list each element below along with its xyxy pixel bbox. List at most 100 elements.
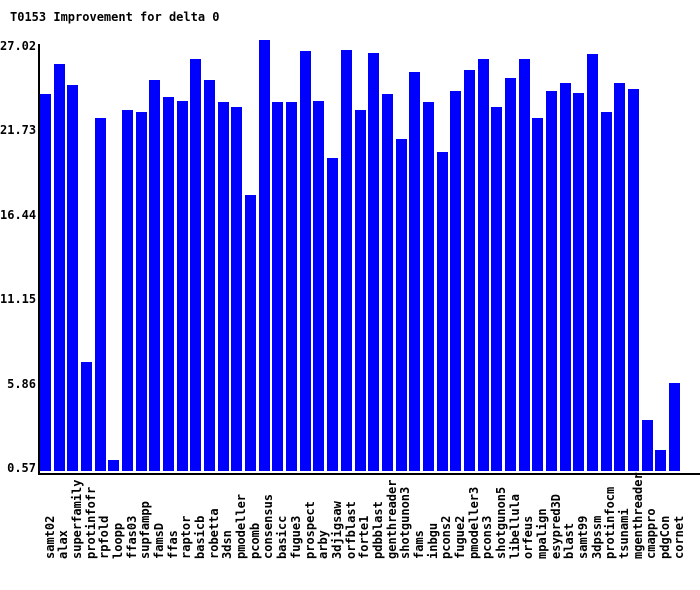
x-tick-label-cmappro: cmappro xyxy=(644,508,658,559)
x-axis-line xyxy=(38,473,700,475)
bar-ffas xyxy=(163,97,174,471)
x-tick-label-pmodeller: pmodeller xyxy=(234,493,248,559)
x-tick-label-forte1: forte1 xyxy=(357,515,371,559)
x-tick-label-ffas03: ffas03 xyxy=(125,515,139,559)
y-tick-label: 16.44 xyxy=(0,208,37,222)
x-tick-label-protinfocm: protinfocm xyxy=(603,486,617,559)
bar-supfampp xyxy=(136,112,147,471)
bar-fams xyxy=(409,72,420,471)
x-tick-label-samt99: samt99 xyxy=(576,515,590,559)
x-tick-label-fugue2: fugue2 xyxy=(453,515,467,559)
bar-fugue3 xyxy=(286,102,297,471)
x-tick-label-3djigsaw: 3djigsaw xyxy=(330,501,344,559)
bar-mpalign xyxy=(532,118,543,471)
x-tick-label-basicb: basicb xyxy=(193,515,207,559)
bar-basicc xyxy=(272,102,283,471)
x-tick-label-basicc: basicc xyxy=(275,515,289,559)
x-tick-label-pcomb: pcomb xyxy=(248,522,262,559)
x-tick-label-fugue3: fugue3 xyxy=(289,515,303,559)
bar-shotgunon5 xyxy=(491,107,502,471)
bar-ffas03 xyxy=(122,110,133,471)
x-tick-label-fams: fams xyxy=(412,530,426,559)
bar-pcons3 xyxy=(478,59,489,471)
bar-pdgCon xyxy=(655,450,666,471)
x-tick-label-blast: blast xyxy=(562,522,576,559)
y-tick-label: 21.73 xyxy=(0,123,37,137)
x-tick-label-orfblast: orfblast xyxy=(344,501,358,559)
bar-samt99 xyxy=(573,93,584,471)
bar-pdbblast xyxy=(368,53,379,471)
x-tick-label-famsD: famsD xyxy=(152,522,166,559)
bar-arby xyxy=(313,101,324,471)
bar-raptor xyxy=(177,101,188,471)
bar-famsD xyxy=(149,80,160,471)
x-tick-label-consensus: consensus xyxy=(261,493,275,559)
bar-protinfofr xyxy=(81,362,92,471)
x-tick-label-tsunami: tsunami xyxy=(617,508,631,559)
y-tick-label: 0.57 xyxy=(7,461,36,475)
bar-protinfocm xyxy=(601,112,612,471)
x-tick-label-esypred3D: esypred3D xyxy=(549,493,563,559)
bar-cornet xyxy=(669,383,680,471)
x-tick-label-mgenthreader: mgenthreader xyxy=(631,472,645,559)
x-tick-label-rpfold: rpfold xyxy=(97,515,111,559)
x-tick-label-inbgu: inbgu xyxy=(426,522,440,559)
x-tick-label-prospect: prospect xyxy=(303,501,317,559)
bar-samt02 xyxy=(40,94,51,471)
x-tick-label-raptor: raptor xyxy=(179,515,193,559)
bar-3dsn xyxy=(218,102,229,471)
bar-orfblast xyxy=(341,50,352,471)
bar-genthreader xyxy=(382,94,393,471)
x-tick-label-pcons2: pcons2 xyxy=(439,515,453,559)
bar-3djigsaw xyxy=(327,158,338,471)
bar-inbgu xyxy=(423,102,434,471)
bar-prospect xyxy=(300,51,311,471)
bar-pcomb xyxy=(245,195,256,471)
x-tick-label-samt02: samt02 xyxy=(43,515,57,559)
x-tick-label-orfeus: orfeus xyxy=(521,515,535,559)
x-tick-label-supfampp: supfampp xyxy=(138,501,152,559)
bar-superfamily xyxy=(67,85,78,471)
x-tick-label-libellula: libellula xyxy=(508,493,522,559)
chart-title: T0153 Improvement for delta 0 xyxy=(10,10,220,24)
bar-loopp xyxy=(108,460,119,471)
x-tick-label-pcons3: pcons3 xyxy=(480,515,494,559)
x-tick-label-shotgunon5: shotgunon5 xyxy=(494,486,508,559)
x-tick-label-loopp: loopp xyxy=(111,522,125,559)
bar-pmodeller3 xyxy=(464,70,475,471)
bar-pmodeller xyxy=(231,107,242,471)
bar-blast xyxy=(560,83,571,471)
x-tick-label-superfamily: superfamily xyxy=(70,479,84,559)
x-tick-label-mpalign: mpalign xyxy=(535,508,549,559)
bar-cmappro xyxy=(642,420,653,471)
x-tick-label-alax: alax xyxy=(56,530,70,559)
y-tick-label: 11.15 xyxy=(0,292,37,306)
bar-esypred3D xyxy=(546,91,557,471)
bar-alax xyxy=(54,64,65,471)
y-tick-label: 5.86 xyxy=(7,377,36,391)
bar-consensus xyxy=(259,40,270,471)
x-tick-label-pmodeller3: pmodeller3 xyxy=(467,486,481,559)
bar-basicb xyxy=(190,59,201,471)
bar-robetta xyxy=(204,80,215,471)
bar-rpfold xyxy=(95,118,106,471)
x-tick-label-ffas: ffas xyxy=(166,530,180,559)
bar-forte1 xyxy=(355,110,366,471)
bar-3dpssm xyxy=(587,54,598,471)
x-tick-label-pdgCon: pdgCon xyxy=(658,515,672,559)
x-tick-label-pdbblast: pdbblast xyxy=(371,501,385,559)
bar-libellula xyxy=(505,78,516,471)
x-tick-label-arby: arby xyxy=(316,530,330,559)
bar-shotgunon3 xyxy=(396,139,407,471)
x-tick-label-protinfofr: protinfofr xyxy=(84,486,98,559)
bar-pcons2 xyxy=(437,152,448,471)
y-axis-line xyxy=(38,44,40,475)
bar-tsunami xyxy=(614,83,625,471)
bar-orfeus xyxy=(519,59,530,471)
y-tick-label: 27.02 xyxy=(0,39,37,53)
x-tick-label-robetta: robetta xyxy=(207,508,221,559)
x-tick-label-shotgunon3: shotgunon3 xyxy=(398,486,412,559)
x-tick-label-3dsn: 3dsn xyxy=(220,530,234,559)
bar-mgenthreader xyxy=(628,89,639,471)
